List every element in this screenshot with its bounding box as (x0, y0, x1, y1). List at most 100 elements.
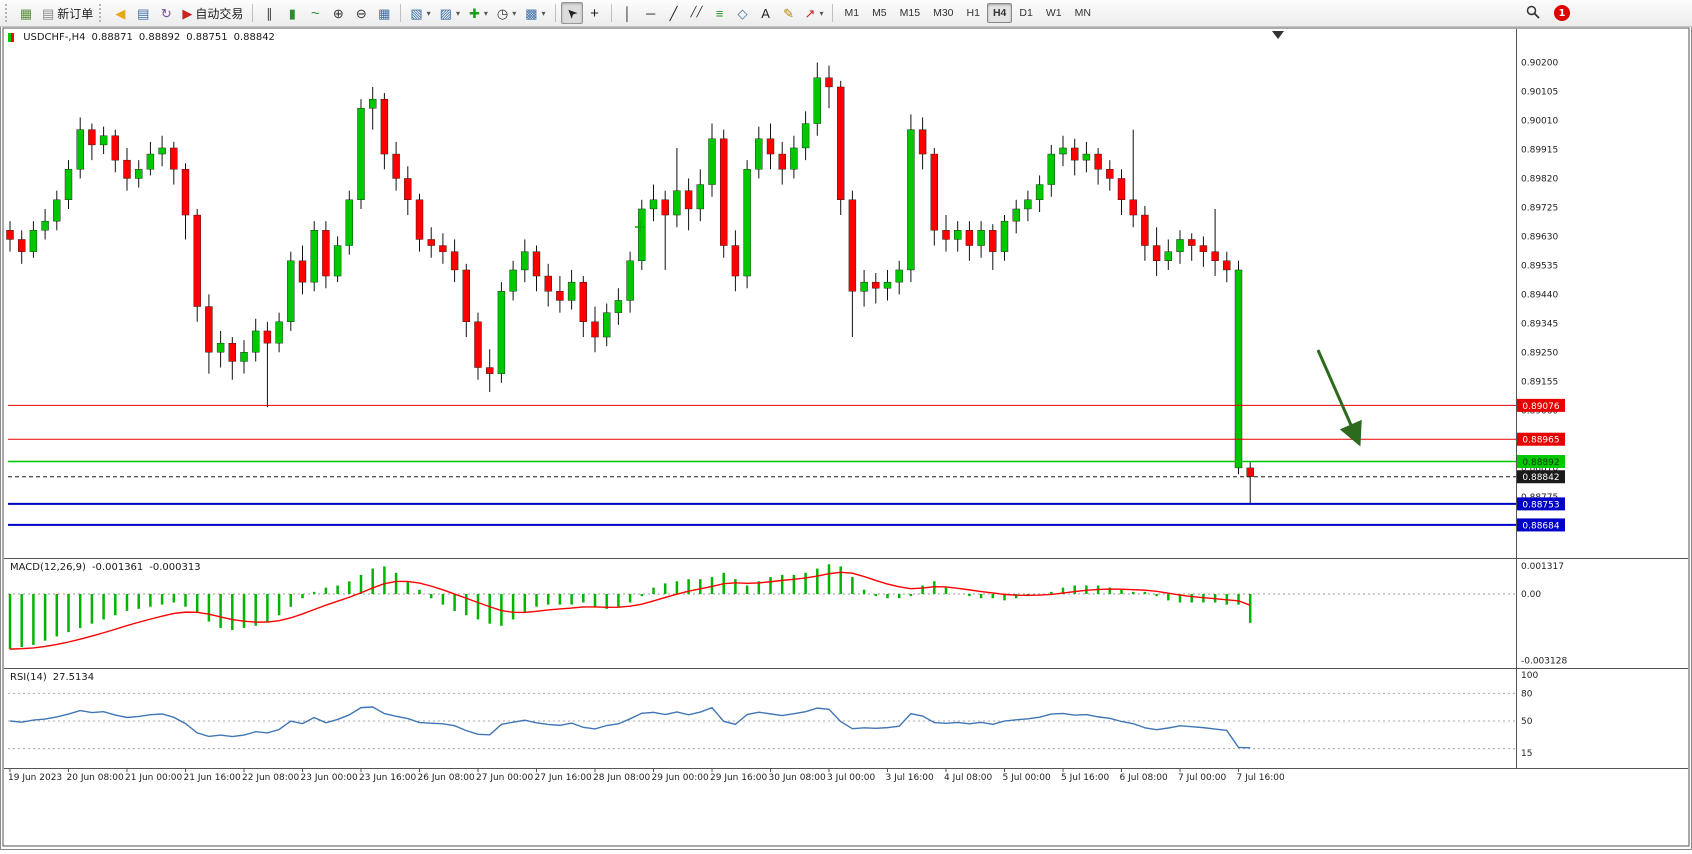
toolbar: ▦ ▤ 新订单 ◀ ▤ ↻ ▶ 自动交易 ∥ ▮ ~ ⊕ ⊖ ▦ ▧ ▾ ▨ ▾ ✚ ▾ ◷ ▾ ▩ ▾ ➤ + │ ─ ╱ ╱╱ ≡ ◇ A ✎… (0, 0, 1692, 27)
periods-button[interactable]: ◷ ▾ (493, 2, 520, 24)
arrow-icon: ↗ (804, 5, 816, 21)
clock-icon: ◷ (496, 5, 509, 21)
cursor-button[interactable]: ➤ (560, 2, 583, 24)
candlestick-chart-button[interactable]: ▮ (281, 2, 303, 24)
arrow-annotation[interactable] (1316, 349, 1362, 447)
timeframe-h4[interactable]: H4 (986, 3, 1013, 23)
price-tag-label: 0.88892 (1522, 458, 1559, 468)
timeframe-d1[interactable]: D1 (1013, 3, 1038, 23)
price-tick-label: 0.89630 (1521, 232, 1558, 242)
dropdown-caret[interactable]: ▾ (455, 8, 460, 18)
toolbar-separator (832, 4, 834, 22)
dropdown-caret[interactable]: ▾ (512, 8, 517, 18)
timeframe-m1-label: M1 (844, 7, 860, 19)
new-chart-button[interactable]: ▧ ▾ (406, 2, 434, 24)
price-tag-label: 0.88842 (1522, 473, 1559, 483)
time-label: 23 Jun 16:00 (359, 773, 416, 783)
zoom-out-icon: ⊖ (355, 5, 367, 21)
candlestick-series (6, 62, 1254, 505)
timeframe-h1[interactable]: H1 (961, 3, 986, 23)
new-order-button-label: 新订单 (57, 6, 94, 21)
dropdown-caret[interactable]: ▾ (483, 8, 488, 18)
price-axis[interactable] (1517, 29, 1597, 768)
label-button[interactable]: ✎ (778, 2, 800, 24)
new-order-button[interactable]: ▤ 新订单 (38, 2, 97, 24)
text-button[interactable]: A (755, 2, 777, 24)
timeframe-w1[interactable]: W1 (1040, 3, 1068, 23)
zoom-out-button[interactable]: ⊖ (350, 2, 372, 24)
templates-button[interactable]: ▩ ▾ (521, 2, 549, 24)
horizontal-line-button[interactable]: ─ (640, 2, 662, 24)
price-tag (1517, 518, 1565, 532)
price-tag-label: 0.88684 (1522, 521, 1559, 531)
alerts-button[interactable]: ◀ (109, 2, 131, 24)
price-tick-label: 0.89440 (1521, 290, 1558, 300)
timeframe-h1-label: H1 (966, 7, 980, 19)
chart-canvas[interactable]: 0.90200 0.90105 0.90010 0.89915 0.89820 0.897… (0, 27, 1692, 850)
chart-ohlc-readout: USDCHF-,H4 0.88871 0.88892 0.88751 0.88842 (8, 32, 281, 43)
time-label: 7 Jul 16:00 (1237, 773, 1286, 783)
toolbar-grip (99, 4, 104, 22)
search-button[interactable] (1522, 2, 1544, 24)
price-tick-label: 0.90105 (1521, 88, 1558, 98)
toolbar-buttons: ▦ ▤ 新订单 ◀ ▤ ↻ ▶ 自动交易 ∥ ▮ ~ ⊕ ⊖ ▦ ▧ ▾ ▨ ▾ ✚ ▾ ◷ ▾ ▩ ▾ ➤ + │ ─ ╱ ╱╱ ≡ ◇ A ✎… (4, 2, 1097, 24)
time-label: 20 Jun 08:00 (67, 773, 124, 783)
rsi-axis-label: 50 (1521, 717, 1533, 727)
line-chart-button[interactable]: ~ (304, 2, 326, 24)
time-label: 30 Jun 08:00 (769, 773, 826, 783)
zoom-in-button[interactable]: ⊕ (327, 2, 349, 24)
close-value: 0.88842 (233, 32, 275, 43)
timeframe-w1-label: W1 (1045, 7, 1062, 19)
macd-indicator-label: MACD(12,26,9) -0.001361 -0.000313 (10, 562, 207, 573)
price-tag-label: 0.89076 (1522, 402, 1559, 412)
new-order-icon: ▤ (42, 5, 55, 21)
bar-chart-button[interactable]: ∥ (258, 2, 280, 24)
shapes-button[interactable]: ◇ (732, 2, 754, 24)
profiles-button[interactable]: ▨ ▾ (436, 2, 464, 24)
arrows-button[interactable]: ↗ ▾ (801, 2, 828, 24)
rsi-value: 27.5134 (52, 672, 95, 683)
dropdown-caret[interactable]: ▾ (819, 8, 824, 18)
toolbar-separator (400, 4, 402, 22)
price-tag (1517, 497, 1565, 511)
price-tick-label: 0.89820 (1521, 174, 1558, 184)
chart-icon (8, 32, 11, 42)
time-label: 27 Jun 00:00 (476, 773, 533, 783)
indicators-button[interactable]: ✚ ▾ (465, 2, 492, 24)
rsi-axis-label: 15 (1521, 749, 1532, 759)
time-axis[interactable] (4, 768, 1516, 784)
timeframe-h4-label: H4 (992, 7, 1007, 19)
notifications-badge[interactable]: 1 (1554, 5, 1570, 21)
macd-axis-label: -0.003128 (1521, 656, 1567, 666)
chart-window-button[interactable]: ▦ (15, 2, 37, 24)
market-watch-button[interactable]: ▤ (132, 2, 154, 24)
timeframe-m15[interactable]: M15 (894, 3, 926, 23)
vertical-line-button[interactable]: │ (617, 2, 639, 24)
timeframe-m1[interactable]: M1 (838, 3, 865, 23)
dropdown-caret[interactable]: ▾ (541, 8, 546, 18)
trendline-button[interactable]: ╱ (663, 2, 685, 24)
rsi-line (9, 706, 1251, 749)
time-label: 4 Jul 08:00 (944, 773, 993, 783)
time-label: 3 Jul 16:00 (886, 773, 935, 783)
timeframe-d1-label: D1 (1019, 7, 1033, 19)
data-window-button[interactable]: ↻ (155, 2, 177, 24)
tile-windows-button[interactable]: ▦ (373, 2, 395, 24)
timeframe-m5-label: M5 (872, 7, 887, 19)
timeframe-m30[interactable]: M30 (927, 3, 959, 23)
time-label: 5 Jul 00:00 (1003, 773, 1052, 783)
dropdown-caret[interactable]: ▾ (426, 8, 431, 18)
time-label: 28 Jun 08:00 (593, 773, 650, 783)
chart-shift-marker[interactable] (1272, 31, 1284, 39)
macd-value-2: -0.000313 (149, 562, 201, 573)
autotrading-button[interactable]: ▶ 自动交易 (178, 2, 247, 24)
timeframe-mn[interactable]: MN (1069, 3, 1097, 23)
price-tick-label: 0.89155 (1521, 377, 1558, 387)
fibonacci-button[interactable]: ≡ (709, 2, 731, 24)
macd-value-1: -0.001361 (91, 562, 144, 573)
price-tag (1517, 454, 1565, 468)
timeframe-m5[interactable]: M5 (866, 3, 893, 23)
crosshair-button[interactable]: + (584, 2, 606, 24)
rsi-name: RSI(14) (10, 672, 47, 683)
channel-button[interactable]: ╱╱ (686, 2, 708, 24)
